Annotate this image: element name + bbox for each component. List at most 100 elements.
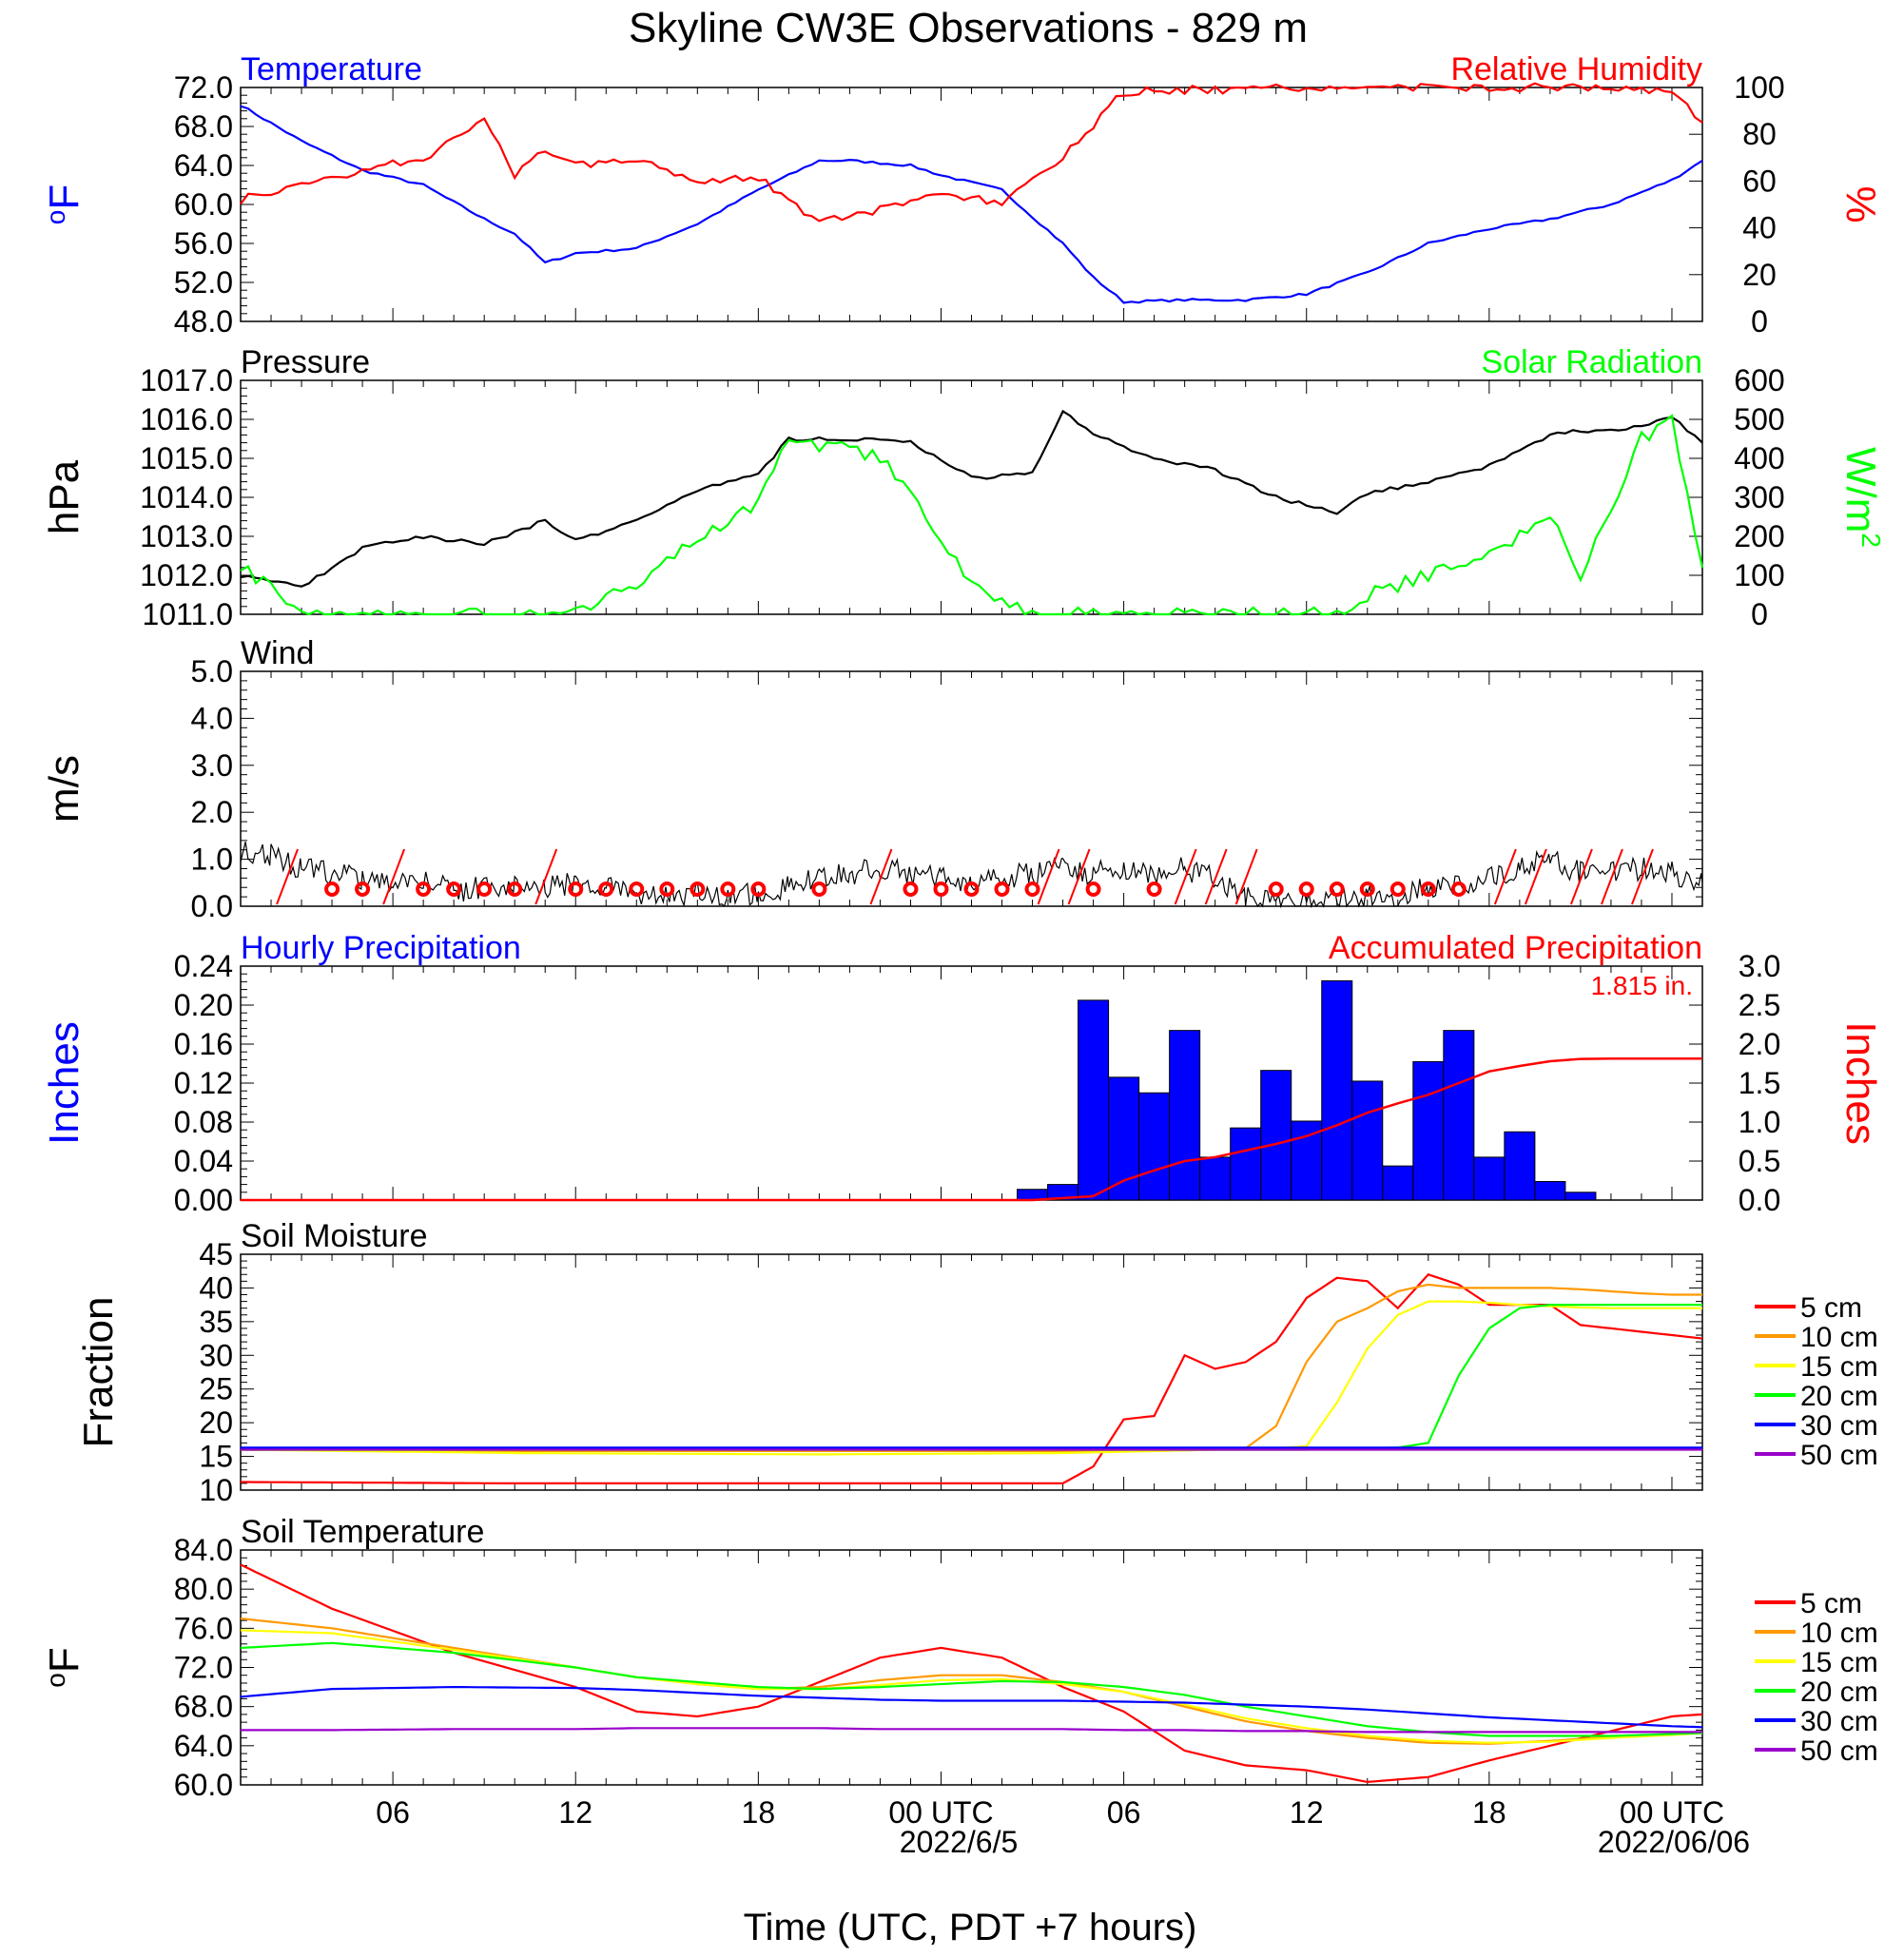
y-tick-label-left: 1014.0 bbox=[140, 480, 233, 514]
x-tick-label: 06 bbox=[376, 1795, 410, 1830]
series-30-cm bbox=[240, 1685, 1703, 1729]
y-tick-label-left: 68.0 bbox=[174, 109, 233, 144]
precip-bar bbox=[1504, 1131, 1536, 1201]
y-tick-label-left: 0.0 bbox=[191, 889, 233, 923]
y-axis-label-left: Inches bbox=[41, 1021, 87, 1145]
y-tick-label-left: 10 bbox=[199, 1473, 233, 1507]
calm-marker bbox=[1298, 882, 1314, 897]
y-tick-label-left: 15 bbox=[199, 1440, 233, 1474]
date-label-1: 2022/6/5 bbox=[900, 1825, 1019, 1859]
calm-marker bbox=[1146, 882, 1162, 897]
calm-marker bbox=[1450, 882, 1467, 897]
y-tick-label-right: 1.5 bbox=[1739, 1066, 1780, 1100]
y-tick-label-left: 25 bbox=[199, 1372, 233, 1406]
panel-frame bbox=[240, 670, 1703, 907]
y-axis-label-left: hPa bbox=[41, 459, 87, 534]
precip-bar bbox=[1351, 1080, 1384, 1201]
panel-left-title: Pressure bbox=[241, 344, 370, 380]
y-tick-label-left: 35 bbox=[199, 1305, 233, 1339]
calm-marker bbox=[629, 882, 645, 897]
precip-bar bbox=[1078, 999, 1110, 1201]
y-axis-label-left: oF bbox=[41, 1647, 87, 1687]
calm-marker bbox=[720, 882, 736, 897]
series-10-cm bbox=[240, 1617, 1703, 1745]
x-axis: Time (UTC, PDT +7 hours) 2022/6/5 2022/0… bbox=[376, 1795, 1750, 1948]
panel-2: 1011.0 1012.0 1013.0 1014.0 1015.0 1016.0 1017… bbox=[41, 344, 1886, 631]
accumulated-total: 1.815 in. bbox=[1591, 971, 1693, 1000]
y-tick-label-right: 400 bbox=[1734, 441, 1784, 475]
calm-marker bbox=[750, 882, 767, 897]
x-tick-label: 18 bbox=[742, 1795, 776, 1830]
precip-bar bbox=[1321, 979, 1353, 1201]
precip-bar bbox=[1382, 1165, 1414, 1201]
y-tick-label-left: 60.0 bbox=[174, 1768, 233, 1802]
wind-barb bbox=[1037, 848, 1060, 905]
y-tick-label-left: 0.00 bbox=[174, 1183, 233, 1217]
panel-right-title: Accumulated Precipitation bbox=[1329, 930, 1702, 966]
series-5-cm bbox=[241, 1273, 1703, 1485]
wind-barb bbox=[1601, 848, 1623, 905]
y-tick-label-left: 52.0 bbox=[174, 265, 233, 300]
y-axis-label-right: % bbox=[1837, 185, 1884, 223]
y-tick-label-left: 45 bbox=[199, 1237, 233, 1271]
series-50-cm bbox=[241, 1727, 1702, 1734]
panel-left-title: Temperature bbox=[241, 51, 422, 87]
calm-marker bbox=[598, 882, 614, 897]
calm-marker bbox=[903, 882, 919, 897]
y-tick-label-left: 2.0 bbox=[191, 795, 233, 829]
wind-barb bbox=[1569, 848, 1593, 905]
wind-barb bbox=[534, 848, 558, 905]
panel-frame bbox=[240, 1253, 1703, 1491]
y-tick-label-left: 4.0 bbox=[191, 701, 233, 735]
calm-marker bbox=[1359, 882, 1375, 897]
y-axis-label-right: Inches bbox=[1837, 1021, 1884, 1145]
calm-marker bbox=[1268, 882, 1284, 897]
legend-label: 15 cm bbox=[1800, 1647, 1878, 1678]
calm-marker bbox=[1329, 882, 1345, 897]
x-tick-label: 12 bbox=[1290, 1795, 1324, 1830]
calm-marker bbox=[1024, 882, 1040, 897]
y-tick-label-right: 1.0 bbox=[1739, 1105, 1780, 1139]
y-tick-label-left: 80.0 bbox=[174, 1572, 233, 1606]
precip-bar bbox=[1291, 1120, 1323, 1201]
y-tick-label-right: 60 bbox=[1742, 164, 1777, 198]
y-tick-label-right: 20 bbox=[1742, 258, 1777, 292]
y-tick-label-right: 0.0 bbox=[1739, 1183, 1780, 1217]
series-5-cm bbox=[240, 1563, 1703, 1784]
panel-left-title: Soil Temperature bbox=[241, 1514, 484, 1550]
legend-label: 30 cm bbox=[1800, 1410, 1878, 1442]
calm-marker bbox=[355, 882, 371, 897]
y-axis-label-right: W/m2 bbox=[1837, 447, 1886, 548]
y-axis-label-left: oF bbox=[41, 184, 87, 224]
y-axis-label-left: m/s bbox=[41, 755, 87, 823]
precip-bar bbox=[1473, 1156, 1506, 1201]
superscript: 2 bbox=[1856, 533, 1886, 548]
panel-6: 60.0 64.0 68.0 72.0 76.0 80.0 84.0 Soil Tempera… bbox=[41, 1514, 1878, 1802]
panel-right-title: Solar Radiation bbox=[1482, 344, 1702, 380]
calm-marker bbox=[994, 882, 1010, 897]
calm-marker bbox=[446, 882, 462, 897]
y-tick-label-left: 68.0 bbox=[174, 1690, 233, 1724]
y-tick-label-left: 1016.0 bbox=[140, 402, 233, 436]
x-tick-label: 12 bbox=[558, 1795, 593, 1830]
wind-barb bbox=[1524, 848, 1547, 905]
y-tick-label-left: 0.20 bbox=[174, 988, 233, 1022]
y-tick-label-right: 600 bbox=[1734, 363, 1784, 397]
calm-marker bbox=[568, 882, 584, 897]
precip-bar bbox=[1260, 1070, 1292, 1201]
y-tick-label-right: 2.5 bbox=[1739, 988, 1780, 1022]
series-20-cm bbox=[241, 1303, 1702, 1451]
wind-barb bbox=[276, 848, 299, 905]
calm-marker bbox=[1389, 882, 1406, 897]
y-tick-label-left: 1015.0 bbox=[140, 441, 233, 475]
y-tick-label-left: 0.04 bbox=[174, 1144, 233, 1178]
y-tick-label-right: 0 bbox=[1751, 304, 1768, 339]
panel-right-title: Relative Humidity bbox=[1450, 51, 1702, 87]
y-tick-label-left: 1017.0 bbox=[140, 363, 233, 397]
y-tick-label-left: 1011.0 bbox=[143, 597, 234, 631]
y-tick-label-right: 500 bbox=[1734, 402, 1784, 436]
calm-marker bbox=[690, 882, 706, 897]
precip-bar bbox=[1138, 1092, 1171, 1201]
panel-frame bbox=[240, 379, 1703, 615]
